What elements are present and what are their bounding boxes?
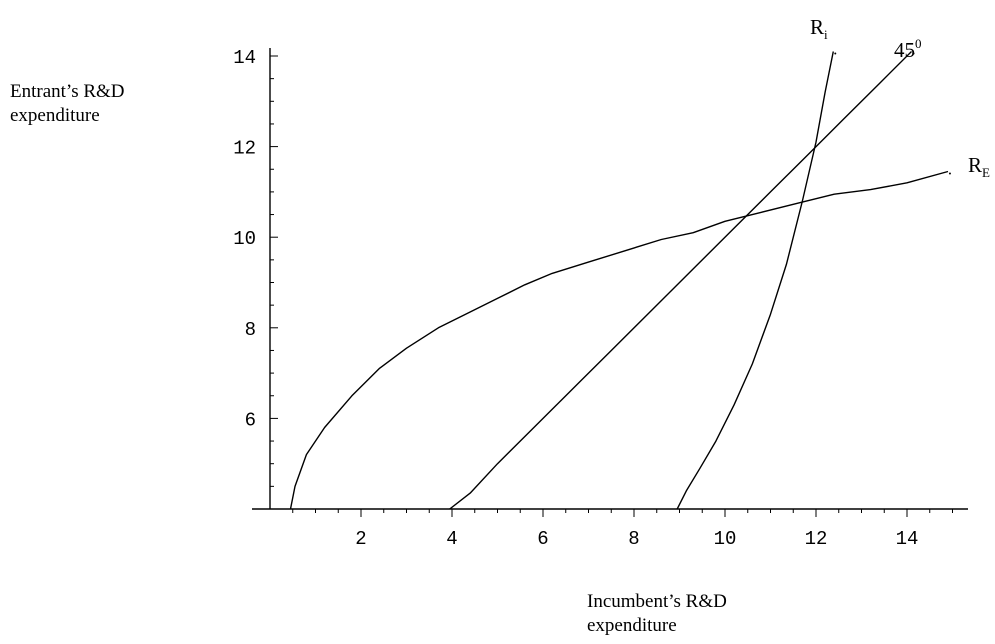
series-line-forty-five-degree <box>449 51 912 510</box>
y-axis-title-line-1: Entrant’s R&D <box>10 81 125 102</box>
x-tick-label: 12 <box>805 528 828 550</box>
x-tick-label: 14 <box>896 528 919 550</box>
y-tick-label: 8 <box>245 319 256 341</box>
x-tick-label: 10 <box>714 528 737 550</box>
y-axis-title-line-2: expenditure <box>10 105 100 126</box>
series-end-dot-r-e <box>948 172 951 175</box>
x-tick-label: 8 <box>628 528 639 550</box>
y-tick-label: 6 <box>245 409 256 431</box>
series-end-dot-r-i <box>834 52 837 55</box>
tick-marks <box>270 55 953 517</box>
y-tick-label: 14 <box>233 47 256 69</box>
series-label-r-e: RE <box>968 153 990 180</box>
tick-labels: 2 4 6 8 10 12 14 6 8 10 12 14 <box>233 47 918 550</box>
series-label-r-i: Ri <box>810 15 828 42</box>
y-tick-label: 10 <box>233 228 256 250</box>
series-labels: RE 450 Ri <box>810 15 990 180</box>
y-tick-label: 12 <box>233 138 256 160</box>
y-axis-title: Entrant’s R&D expenditure <box>10 80 210 128</box>
x-axis-title-line-1: Incumbent’s R&D <box>587 591 727 612</box>
series-line-r-e <box>289 170 949 510</box>
x-axis-title: Incumbent’s R&D expenditure <box>587 590 847 638</box>
x-tick-label: 4 <box>446 528 457 550</box>
x-tick-label: 6 <box>537 528 548 550</box>
axes <box>252 48 968 510</box>
series-lines <box>289 51 951 510</box>
x-tick-label: 2 <box>355 528 366 550</box>
series-line-r-i <box>676 51 834 510</box>
series-end-dot-forty-five-degree <box>912 52 915 55</box>
x-axis-title-line-2: expenditure <box>587 615 677 636</box>
series-label-forty-five-degree: 450 <box>894 36 922 62</box>
